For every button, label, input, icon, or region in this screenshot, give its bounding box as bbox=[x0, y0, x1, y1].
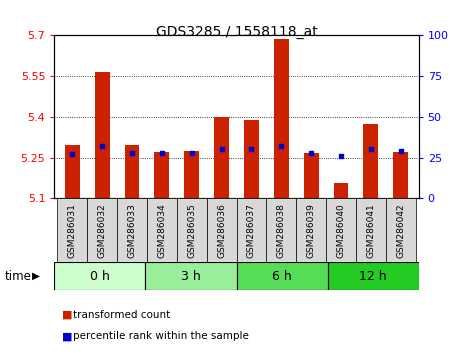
Bar bbox=[177, 198, 207, 262]
Bar bbox=[154, 152, 169, 198]
Bar bbox=[65, 145, 80, 198]
Point bbox=[218, 147, 225, 152]
Bar bbox=[184, 151, 199, 198]
Bar bbox=[296, 198, 326, 262]
Bar bbox=[326, 198, 356, 262]
Text: 0 h: 0 h bbox=[90, 270, 110, 282]
Bar bbox=[327, 262, 419, 290]
Text: percentile rank within the sample: percentile rank within the sample bbox=[73, 331, 249, 341]
Text: time: time bbox=[5, 270, 32, 282]
Bar bbox=[386, 198, 416, 262]
Bar bbox=[147, 198, 177, 262]
Text: GSM286038: GSM286038 bbox=[277, 203, 286, 258]
Bar bbox=[57, 198, 87, 262]
Text: 3 h: 3 h bbox=[181, 270, 201, 282]
Text: GSM286033: GSM286033 bbox=[128, 203, 137, 258]
Text: GSM286042: GSM286042 bbox=[396, 203, 405, 258]
Point bbox=[248, 147, 255, 152]
Text: GSM286041: GSM286041 bbox=[367, 203, 376, 258]
Text: GSM286035: GSM286035 bbox=[187, 203, 196, 258]
Bar bbox=[274, 39, 289, 198]
Text: ▶: ▶ bbox=[32, 271, 39, 281]
Point bbox=[158, 150, 166, 155]
Point bbox=[128, 150, 136, 155]
Text: GSM286034: GSM286034 bbox=[158, 203, 166, 258]
Bar bbox=[95, 72, 110, 198]
Point bbox=[98, 143, 106, 149]
Text: ■: ■ bbox=[61, 310, 72, 320]
Text: GDS3285 / 1558118_at: GDS3285 / 1558118_at bbox=[156, 25, 317, 39]
Bar bbox=[146, 262, 236, 290]
Point bbox=[69, 152, 76, 157]
Text: GSM286036: GSM286036 bbox=[217, 203, 226, 258]
Text: 6 h: 6 h bbox=[272, 270, 292, 282]
Point bbox=[397, 148, 404, 154]
Bar bbox=[244, 120, 259, 198]
Bar bbox=[54, 262, 146, 290]
Bar bbox=[333, 183, 349, 198]
Bar bbox=[236, 262, 327, 290]
Bar bbox=[214, 117, 229, 198]
Point bbox=[337, 153, 345, 159]
Text: transformed count: transformed count bbox=[73, 310, 171, 320]
Bar bbox=[393, 152, 408, 198]
Bar bbox=[117, 198, 147, 262]
Bar bbox=[87, 198, 117, 262]
Point bbox=[307, 150, 315, 155]
Text: GSM286040: GSM286040 bbox=[336, 203, 345, 258]
Text: GSM286037: GSM286037 bbox=[247, 203, 256, 258]
Text: ■: ■ bbox=[61, 331, 72, 341]
Bar bbox=[304, 153, 319, 198]
Text: GSM286031: GSM286031 bbox=[68, 203, 77, 258]
Point bbox=[188, 150, 195, 155]
Text: GSM286032: GSM286032 bbox=[97, 203, 106, 258]
Bar bbox=[363, 124, 378, 198]
Bar bbox=[124, 145, 140, 198]
Point bbox=[278, 143, 285, 149]
Text: GSM286039: GSM286039 bbox=[307, 203, 315, 258]
Text: 12 h: 12 h bbox=[359, 270, 387, 282]
Point bbox=[367, 147, 375, 152]
Bar bbox=[207, 198, 236, 262]
Bar bbox=[356, 198, 386, 262]
Bar bbox=[266, 198, 296, 262]
Bar bbox=[236, 198, 266, 262]
